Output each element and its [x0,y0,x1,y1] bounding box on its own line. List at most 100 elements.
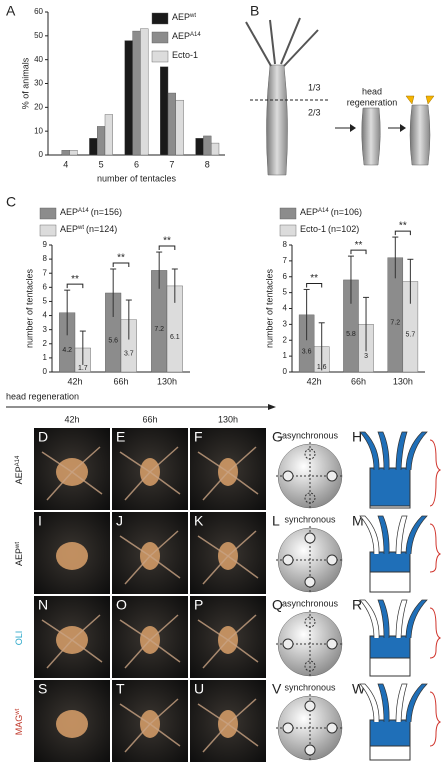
legend-swatch [279,224,297,237]
superscript: A14 [190,32,201,38]
panel-letter: T [116,681,125,697]
text-part: AEP [14,466,24,484]
superscript: A14 [318,208,329,214]
legend-entry: AEPA14 (n=106) [300,207,362,217]
x-axis-label: number of tentacles [97,173,177,183]
time-label: 42h [64,414,79,424]
legend-swatch [151,12,169,25]
tentacle [71,614,101,641]
text-part: OLI [14,631,24,646]
legend-entry: Ecto-1 [172,50,198,60]
significance-label: ** [399,221,407,232]
tentacle [227,555,259,579]
panel-letter: Q [272,597,283,613]
tentacle [197,619,229,641]
body-blue [369,719,411,747]
tentacle [227,530,257,557]
tentacle [227,446,257,473]
x-tick-label: 130h [157,376,177,386]
tentacle-bud [326,722,338,734]
y-tick-label: 7 [43,268,48,277]
bar [140,28,149,156]
tentacle-shape [395,683,408,723]
y-tick-label: 30 [34,79,43,88]
value-label: 3.7 [124,351,134,358]
y-tick-label: 6 [43,282,48,291]
value-label: 5.6 [108,337,118,344]
tentacle-bud [304,660,316,672]
bar [61,150,70,156]
x-tick-label: 66h [351,376,366,386]
text-part: (n=124) [86,224,117,234]
significance-bracket [66,283,84,289]
panel-letter: O [116,597,127,613]
superscript: wt [189,13,196,19]
tentacle-shape [405,599,428,639]
row-label: MAGwt [14,708,24,735]
brace [429,607,442,659]
significance-bracket [112,262,130,267]
panel-letter: K [194,513,204,529]
tentacle-shape [405,515,428,555]
legend-swatch [151,31,169,44]
text-part: (n=102) [328,224,359,234]
x-tick-label: 6 [134,159,139,169]
legend-entry: Ecto-1 (n=102) [300,224,359,234]
y-tick-label: 20 [34,102,43,111]
value-label: 3.6 [302,348,312,355]
superscript: A14 [15,455,21,466]
y-tick-label: 4 [283,304,288,313]
y-tick-label: 1 [43,353,48,362]
value-label: 5.7 [406,332,416,339]
value-label: 4.2 [62,347,72,354]
tentacle [124,471,151,501]
panel-letter: U [194,681,204,697]
tentacle-shape [405,431,428,471]
legend-swatch [151,50,169,63]
tentacle-bud [304,448,316,460]
arrow-head [268,404,276,410]
y-tick-label: 0 [39,150,44,159]
tentacle-shape [359,431,380,471]
tentacle [41,619,73,641]
legend-swatch [279,207,297,220]
tentacle-bud [282,554,294,566]
tentacle [202,555,229,585]
tentacle-shape [377,683,390,723]
tentacle [227,723,259,747]
text-part: (n=156) [91,207,122,217]
y-tick-label: 7 [283,256,288,265]
tentacle [202,471,229,501]
panel-letter: M [352,513,364,529]
value-label: 3 [364,353,368,360]
tentacle-bud [326,638,338,650]
x-tick-label: 42h [307,376,322,386]
x-tick-label: 7 [169,159,174,169]
tentacle-bud [304,492,316,504]
tentacle-bud [326,554,338,566]
tentacle [71,639,103,663]
y-tick-label: 0 [43,367,48,376]
diagram-b [245,17,435,176]
text-part: AEP [300,207,318,217]
tentacle-shape [359,683,380,723]
tentacle [46,471,73,501]
significance-label: ** [163,236,171,247]
legend-entry: AEPwt [172,12,196,22]
text-part: Ecto-1 [172,50,198,60]
legend-swatch [39,224,57,237]
time-label: 130h [218,414,238,424]
tentacle [227,471,259,495]
tentacle [124,639,151,669]
pattern-label: asynchronous [282,598,339,608]
tentacle [124,723,151,753]
superscript: wt [77,225,84,231]
y-tick-label: 2 [283,335,288,344]
tentacle [149,614,179,641]
text-part: Ecto-1 [300,224,326,234]
bar [124,40,133,156]
tentacle [149,446,179,473]
tentacle [197,535,229,557]
tentacle [227,698,257,725]
tentacle-bud [282,722,294,734]
